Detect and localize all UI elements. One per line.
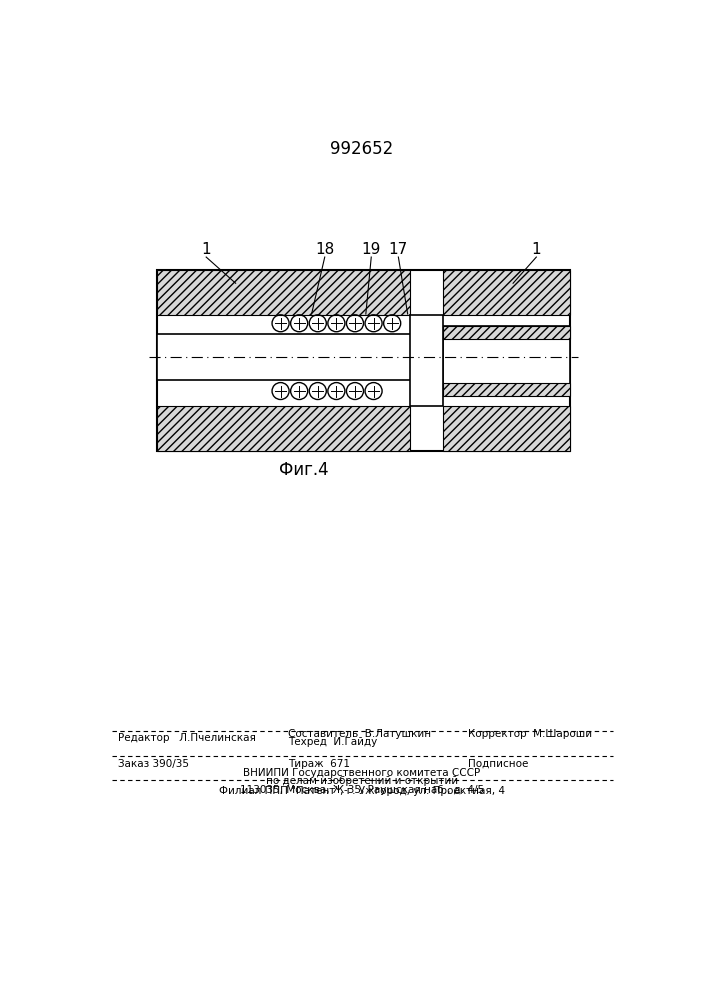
Text: ВНИИПИ Государственного комитета СССР: ВНИИПИ Государственного комитета СССР (243, 768, 481, 778)
Bar (156, 270, 571, 451)
Text: Редактор   Л.Пчелинская: Редактор Л.Пчелинская (118, 733, 256, 743)
Text: Фиг.4: Фиг.4 (279, 461, 329, 479)
Bar (443, 326, 571, 396)
Bar (443, 383, 571, 396)
Text: Корректор  М.Шароши: Корректор М.Шароши (468, 729, 592, 739)
Text: 992652: 992652 (330, 140, 394, 158)
Text: 19: 19 (361, 242, 381, 257)
Text: 17: 17 (389, 242, 408, 257)
Text: по делам изобретений и открытий: по делам изобретений и открытий (266, 776, 458, 786)
Text: Тираж  671: Тираж 671 (288, 759, 351, 769)
Text: Подписное: Подписное (468, 759, 529, 769)
Bar (443, 270, 571, 315)
Text: Филиал ППП "Патент", г. Ужгород, ул. Проектная, 4: Филиал ППП "Патент", г. Ужгород, ул. Про… (219, 786, 505, 796)
Bar (443, 406, 571, 451)
Text: Составитель  В.Латушкин: Составитель В.Латушкин (288, 729, 431, 739)
Text: 1: 1 (532, 242, 541, 257)
Bar (443, 326, 571, 339)
Text: Техред  И.Гайду: Техред И.Гайду (288, 737, 378, 747)
Text: Заказ 390/35: Заказ 390/35 (118, 759, 189, 769)
Text: 113035, Москва, Ж-35, Раушская наб., д. 4/5: 113035, Москва, Ж-35, Раушская наб., д. … (240, 785, 484, 795)
Text: 18: 18 (315, 242, 334, 257)
Bar (156, 270, 410, 315)
Text: 1: 1 (201, 242, 211, 257)
Bar (156, 406, 410, 451)
Bar (156, 334, 412, 380)
Bar (410, 315, 443, 406)
